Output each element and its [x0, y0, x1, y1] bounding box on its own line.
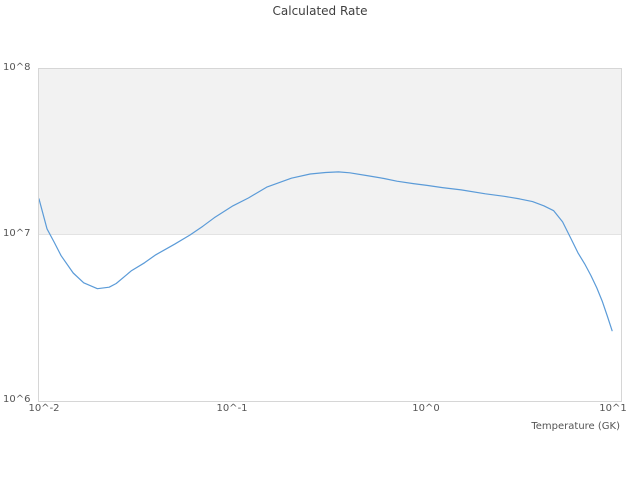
x-tick-1e-2: 10^-2	[28, 403, 60, 414]
x-axis-label: Temperature (GK)	[531, 421, 620, 432]
y-tick-1e7: 10^7	[3, 228, 31, 239]
rate-curve	[39, 171, 613, 332]
y-tick-1e8: 10^8	[3, 62, 31, 73]
x-tick-1e-1: 10^-1	[216, 403, 248, 414]
chart-title: Calculated Rate	[272, 4, 368, 18]
rate-curve-svg	[39, 171, 613, 332]
y-tick-1e6: 10^6	[3, 394, 31, 405]
plot-area	[38, 68, 622, 402]
highlight-band	[39, 69, 621, 235]
x-tick-1e0: 10^0	[412, 403, 440, 414]
x-tick-1e1: 10^1	[599, 403, 627, 414]
